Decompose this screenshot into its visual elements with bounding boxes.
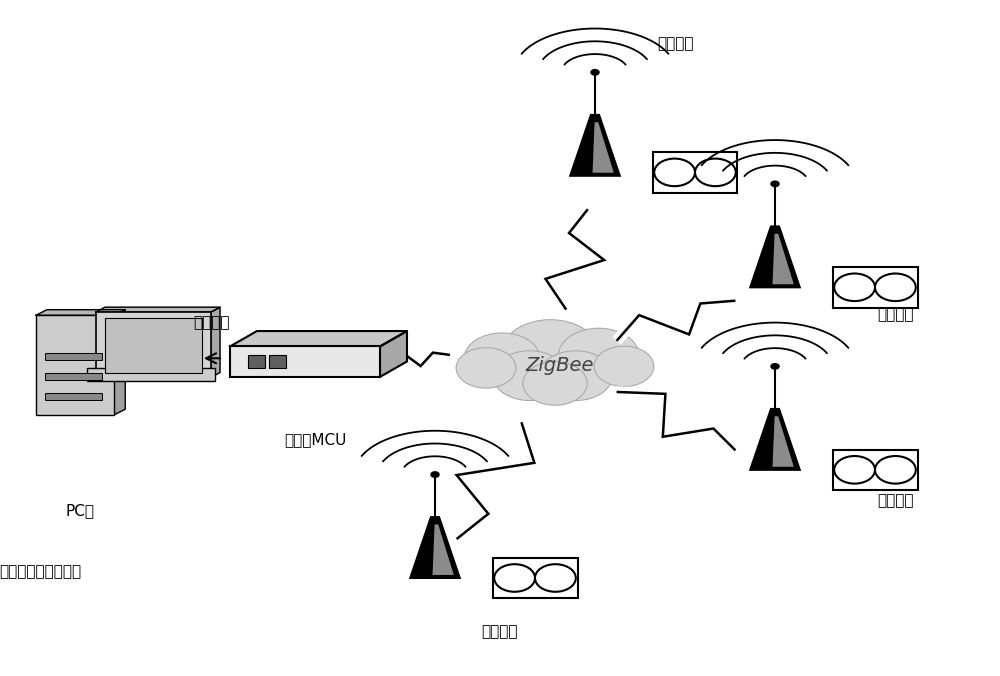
FancyBboxPatch shape [230,346,380,377]
Circle shape [502,320,599,385]
FancyBboxPatch shape [105,318,202,372]
Text: 终端节点: 终端节点 [877,493,913,508]
Text: 流量计监测管理系统: 流量计监测管理系统 [0,564,81,579]
Polygon shape [36,310,125,315]
Polygon shape [593,122,614,173]
Circle shape [539,351,612,400]
Circle shape [523,362,587,405]
FancyBboxPatch shape [87,368,215,381]
Circle shape [431,472,439,477]
Polygon shape [114,310,125,415]
Text: 终端节点: 终端节点 [877,307,913,322]
Text: PC机: PC机 [65,503,94,518]
Polygon shape [230,331,407,346]
Circle shape [654,159,695,186]
Text: ZigBee: ZigBee [526,356,594,375]
FancyBboxPatch shape [652,152,737,193]
FancyBboxPatch shape [493,558,578,598]
Circle shape [493,351,566,400]
FancyBboxPatch shape [96,312,211,377]
Polygon shape [211,307,220,377]
Polygon shape [570,115,620,176]
Text: 串口通信: 串口通信 [194,316,230,331]
Text: 下位机MCU: 下位机MCU [284,432,346,447]
Circle shape [594,346,654,387]
Circle shape [771,364,779,369]
Circle shape [875,274,916,301]
FancyBboxPatch shape [269,355,286,368]
FancyBboxPatch shape [248,355,265,368]
Circle shape [464,333,540,384]
Circle shape [558,329,639,383]
Polygon shape [773,234,794,285]
Polygon shape [750,226,800,287]
Circle shape [834,456,875,483]
Circle shape [695,159,736,186]
Circle shape [771,181,779,187]
Polygon shape [433,525,454,575]
Text: 终端节点: 终端节点 [482,625,518,639]
FancyBboxPatch shape [45,393,102,400]
FancyBboxPatch shape [36,315,114,415]
Polygon shape [410,517,460,578]
Circle shape [834,274,875,301]
Polygon shape [96,307,220,312]
FancyBboxPatch shape [45,373,102,380]
FancyBboxPatch shape [832,450,918,490]
FancyBboxPatch shape [45,353,102,360]
Circle shape [535,564,576,592]
Polygon shape [380,331,407,377]
Circle shape [456,347,516,388]
Polygon shape [750,409,800,470]
Circle shape [591,70,599,75]
Circle shape [875,456,916,483]
Polygon shape [773,416,794,466]
Text: 终端节点: 终端节点 [657,37,693,51]
FancyBboxPatch shape [832,267,918,308]
Circle shape [494,564,535,592]
